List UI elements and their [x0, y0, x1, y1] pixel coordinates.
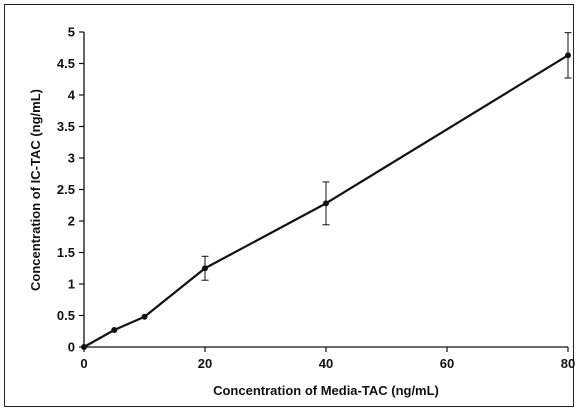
- y-tick-label: 4: [68, 88, 76, 103]
- series: [83, 54, 569, 348]
- y-tick-label: 0.5: [57, 308, 75, 323]
- y-axis-title: Concentration of IC-TAC (ng/mL): [28, 89, 43, 291]
- y-tick-label: 0: [68, 340, 75, 355]
- data-point: [81, 344, 87, 350]
- y-tick-label: 2: [68, 214, 75, 229]
- y-tick-label: 1: [68, 277, 75, 292]
- x-tick-label: 0: [80, 356, 87, 371]
- data-point: [111, 326, 118, 333]
- x-tick-label: 60: [440, 356, 454, 371]
- tick-marks: [79, 31, 569, 352]
- data-points: [81, 52, 571, 350]
- x-tick-label: 40: [319, 356, 333, 371]
- data-point: [202, 265, 208, 272]
- data-point: [565, 52, 571, 59]
- tick-labels: 0 20 40 60 80 0 0.5 1 1.5 2 2.5 3 3.5 4 4.5 5: [57, 25, 575, 372]
- series-line: [83, 54, 569, 348]
- y-tick-label: 3.5: [57, 119, 75, 134]
- data-point: [141, 313, 148, 320]
- y-tick-label: 5: [68, 25, 75, 40]
- y-tick-label: 4.5: [57, 56, 75, 71]
- chart-frame: [4, 4, 574, 407]
- x-tick-label: 80: [561, 356, 575, 371]
- x-tick-label: 20: [198, 356, 212, 371]
- data-point: [323, 200, 329, 207]
- y-tick-label: 2.5: [57, 182, 75, 197]
- error-bars: [201, 32, 572, 281]
- y-tick-label: 1.5: [57, 245, 75, 260]
- y-tick-label: 3: [68, 151, 75, 166]
- x-axis-title: Concentration of Media-TAC (ng/mL): [213, 383, 439, 398]
